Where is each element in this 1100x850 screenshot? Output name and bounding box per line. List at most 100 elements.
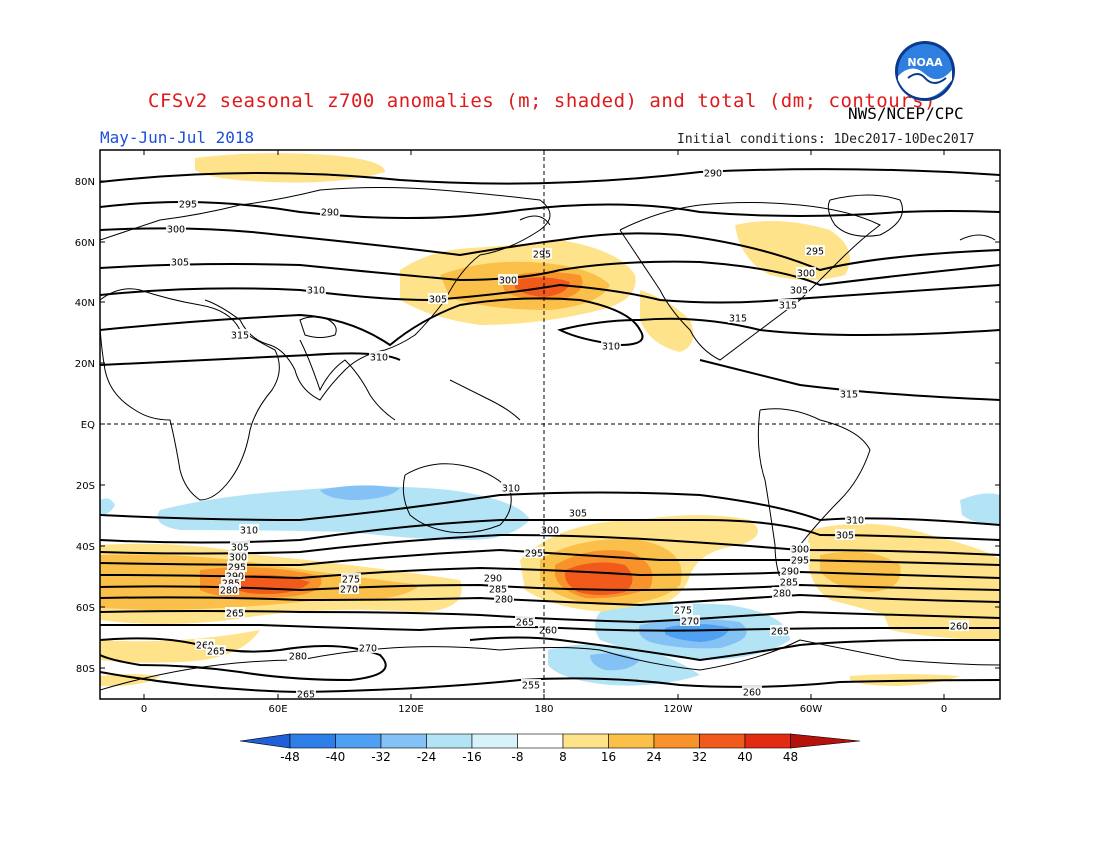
contour-label: 315 — [729, 314, 747, 325]
colorbar-tick-label: -48 — [280, 750, 300, 764]
colorbar-tick-label: 8 — [559, 750, 567, 764]
contour-label: 295 — [791, 556, 809, 567]
contour-label: 310 — [307, 286, 325, 297]
logo-text: NOAA — [907, 56, 943, 69]
contour-label: 305 — [836, 531, 854, 542]
lat-label-0: 80N — [75, 177, 95, 188]
colorbar-tick-label: 48 — [783, 750, 798, 764]
contour-label: 270 — [340, 585, 358, 596]
lat-label-4: EQ — [81, 420, 95, 431]
contour-label: 275 — [342, 575, 360, 586]
anomaly-shading — [100, 153, 1000, 686]
initial-conditions: Initial conditions: 1Dec2017-10Dec2017 — [677, 132, 975, 147]
contour-label: 285 — [489, 585, 507, 596]
lon-label-6: 0 — [941, 704, 947, 715]
contour-label: 300 — [791, 545, 809, 556]
colorbar-box — [380, 733, 427, 749]
lat-label-1: 60N — [75, 238, 95, 249]
lon-label-5: 60W — [800, 704, 823, 715]
contour-label: 300 — [797, 269, 815, 280]
contour-label: 285 — [780, 578, 798, 589]
contour-label: 295 — [533, 250, 551, 261]
contour-label: 310 — [602, 342, 620, 353]
contour-label: 255 — [522, 681, 540, 692]
colorbar-box — [289, 733, 336, 749]
colorbar-right-arrow — [790, 733, 861, 749]
contour-label: 310 — [370, 353, 388, 364]
map-title: CFSv2 seasonal z700 anomalies (m; shaded… — [148, 90, 936, 112]
contour-label: 280 — [495, 595, 513, 606]
lon-label-4: 120W — [664, 704, 693, 715]
colorbar-tick-label: 32 — [692, 750, 707, 764]
map-frame — [99, 149, 1001, 700]
contour-label: 265 — [771, 627, 789, 638]
contour-label: 260 — [950, 622, 968, 633]
contour-label: 315 — [840, 390, 858, 401]
colorbar-tick-label: -40 — [326, 750, 346, 764]
contour-label: 300 — [167, 225, 185, 236]
colorbar-box — [744, 733, 791, 749]
agency-label: NWS/NCEP/CPC — [848, 104, 964, 123]
contour-label: 260 — [288, 652, 306, 663]
contour-label: 280 — [773, 589, 791, 600]
contour-label: 280 — [220, 586, 238, 597]
lon-label-0: 0 — [141, 704, 147, 715]
colorbar-box — [653, 733, 700, 749]
colorbar: -48 -40 -32 -24 -16 -8 8 16 24 32 40 48 — [239, 733, 861, 764]
contour-label: 285 — [222, 579, 240, 590]
height-contours — [100, 168, 1000, 694]
colorbar-tick-label: 24 — [646, 750, 661, 764]
contour-label: 305 — [171, 258, 189, 269]
colorbar-tick-label: -32 — [371, 750, 391, 764]
contour-label: 290 — [226, 572, 244, 583]
colorbar-box — [335, 733, 382, 749]
coastlines — [100, 187, 1000, 691]
colorbar-left-arrow — [239, 733, 291, 749]
colorbar-tick-label: -8 — [512, 750, 524, 764]
contour-label: 275 — [674, 606, 692, 617]
colorbar-tick-label: 40 — [737, 750, 752, 764]
contour-label: 265 — [516, 618, 534, 629]
contour-label: 315 — [231, 331, 249, 342]
contour-label: 295 — [228, 563, 246, 574]
lat-label-8: 80S — [76, 664, 95, 675]
colorbar-box — [699, 733, 746, 749]
contour-label: 295 — [179, 200, 197, 211]
contour-labels: 2902952903003053103153102953003053152953… — [166, 167, 969, 699]
contour-label: 305 — [790, 286, 808, 297]
contour-label: 300 — [499, 276, 517, 287]
contour-label: 315 — [779, 301, 797, 312]
lat-label-5: 20S — [76, 481, 95, 492]
contour-label: 265 — [207, 647, 225, 658]
contour-label: 305 — [569, 509, 587, 520]
forecast-period: May-Jun-Jul 2018 — [100, 128, 255, 147]
contour-label: 300 — [541, 526, 559, 537]
lat-label-7: 60S — [76, 603, 95, 614]
lon-label-2: 120E — [398, 704, 423, 715]
contour-label: 305 — [231, 543, 249, 554]
contour-label: 310 — [502, 484, 520, 495]
colorbar-box — [426, 733, 473, 749]
colorbar-box — [608, 733, 655, 749]
contour-label: 290 — [484, 574, 502, 585]
contour-label: 290 — [781, 567, 799, 578]
contour-label: 270 — [681, 617, 699, 628]
lat-label-2: 40N — [75, 298, 95, 309]
contour-label: 300 — [229, 553, 247, 564]
colorbar-box — [517, 733, 564, 749]
contour-label: 295 — [806, 247, 824, 258]
contour-label: 260 — [539, 626, 557, 637]
colorbar-tick-label: 16 — [601, 750, 616, 764]
contour-label: 310 — [240, 526, 258, 537]
lon-label-1: 60E — [268, 704, 287, 715]
contour-label: 305 — [429, 295, 447, 306]
lat-label-3: 20N — [75, 359, 95, 370]
contour-label: 260 — [743, 688, 761, 699]
colorbar-box — [562, 733, 609, 749]
colorbar-tick-label: -16 — [462, 750, 482, 764]
lat-label-6: 40S — [76, 542, 95, 553]
contour-label: 280 — [289, 652, 307, 663]
lon-label-3: 180 — [534, 704, 553, 715]
colorbar-box — [471, 733, 518, 749]
contour-label: 310 — [846, 516, 864, 527]
